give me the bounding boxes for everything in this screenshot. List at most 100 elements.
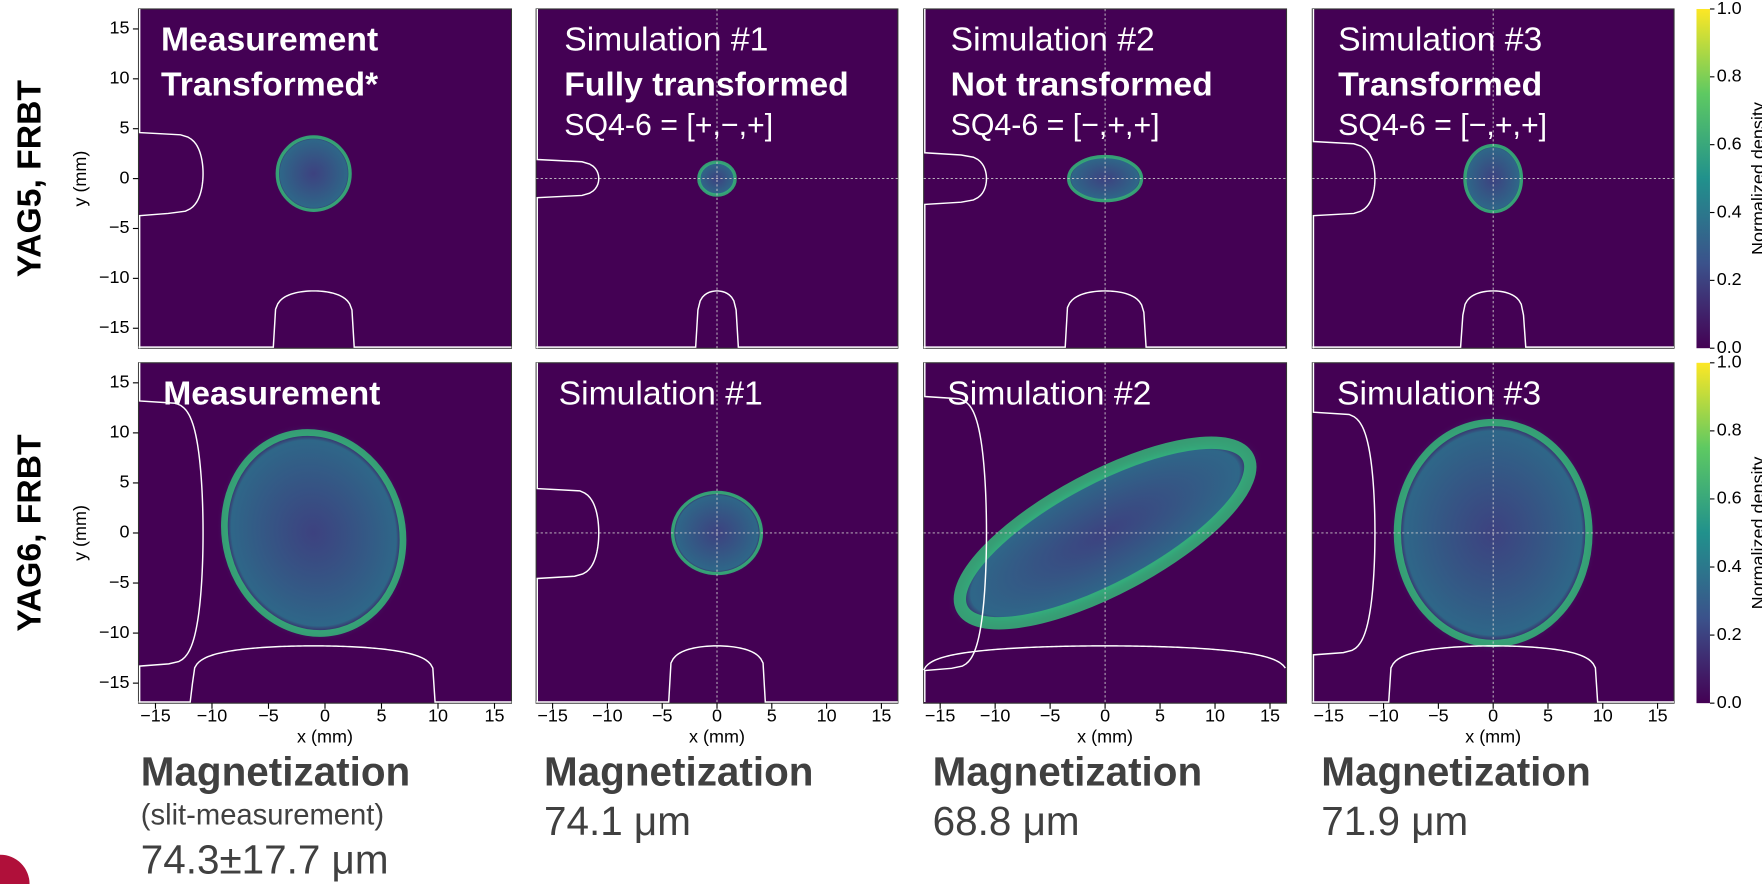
- caption-title: Magnetization: [1321, 749, 1590, 795]
- caption-line: 68.8 μm: [933, 798, 1080, 844]
- colorbar-label: Normalized density: [1748, 102, 1762, 255]
- y-tick-label: −5: [109, 217, 129, 237]
- y-tick-label: 15: [110, 372, 130, 392]
- caption-title: Magnetization: [141, 749, 410, 795]
- x-tick-label: 10: [1205, 705, 1225, 725]
- colorbar-tick-label: 1.0: [1717, 352, 1742, 372]
- colorbar-tick-label: 0.8: [1717, 420, 1742, 440]
- x-tick-label: −10: [980, 705, 1010, 725]
- panel: Measurement Transformed* 15 10 5 0 −5 −10 −15 y (…: [70, 9, 511, 348]
- x-tick-label: 5: [1155, 705, 1165, 725]
- row-label: YAG6, FRBT: [12, 434, 49, 632]
- colorbar-tick-label: 0.2: [1717, 624, 1742, 644]
- x-tick-label: −5: [1040, 705, 1061, 725]
- panel-title: SQ4-6 = [+,−,+]: [564, 109, 773, 142]
- panel-title: Not transformed: [951, 66, 1213, 103]
- panel: Simulation #2 −15 −10 −5 0 5 10 15 x (mm): [922, 363, 1289, 747]
- x-tick-label: −15: [140, 705, 170, 725]
- panel: Measurement −15 −10 −5 0 5 10 15 x (mm) 15 10 5 0 −5 −…: [70, 363, 511, 747]
- y-tick-label: 10: [110, 422, 130, 442]
- y-tick-label: −15: [99, 672, 129, 692]
- y-axis-label: y (mm): [70, 151, 90, 207]
- x-tick-label: −15: [1314, 705, 1344, 725]
- panel: Simulation #2 Not transformed SQ4-6 = [−,+…: [924, 9, 1287, 348]
- colorbar-tick-label: 0.4: [1717, 556, 1742, 576]
- caption-line: 71.9 μm: [1321, 798, 1468, 844]
- x-tick-label: 5: [1543, 705, 1553, 725]
- x-tick-label: −15: [537, 705, 567, 725]
- colorbar: [1696, 9, 1709, 348]
- x-tick-label: 0: [712, 705, 722, 725]
- panel-title: Fully transformed: [564, 66, 849, 103]
- x-tick-label: 15: [871, 705, 891, 725]
- caption-line: 74.3±17.7 μm: [141, 836, 389, 882]
- colorbar-tick-label: 1.0: [1717, 0, 1742, 18]
- x-axis-label: x (mm): [297, 727, 353, 747]
- x-axis-label: x (mm): [689, 727, 745, 747]
- colorbar: [1696, 363, 1709, 703]
- panel-title: Simulation #2: [947, 375, 1151, 412]
- panel: Simulation #3 −15 −10 −5 0 5 10 15 x (mm): [1312, 363, 1674, 747]
- x-tick-label: 0: [1100, 705, 1110, 725]
- x-tick-label: −5: [652, 705, 672, 725]
- caption-line: 74.1 μm: [544, 798, 691, 844]
- panel: Simulation #3 Transformed SQ4-6 = [−,+,+]: [1312, 9, 1674, 348]
- colorbar-tick-label: 0.0: [1717, 692, 1742, 712]
- logo: [0, 855, 30, 884]
- y-tick-label: 10: [110, 68, 130, 88]
- x-tick-label: 5: [376, 705, 386, 725]
- x-tick-label: 15: [1260, 705, 1280, 725]
- y-axis-label: y (mm): [70, 505, 90, 561]
- x-tick-label: 10: [817, 705, 837, 725]
- x-axis-label: x (mm): [1077, 727, 1133, 747]
- panel-title: Measurement: [163, 375, 380, 412]
- caption-title: Magnetization: [544, 749, 813, 795]
- y-tick-label: −5: [109, 572, 129, 592]
- row-label: YAG5, FRBT: [12, 80, 49, 278]
- y-tick-label: −10: [99, 622, 129, 642]
- colorbar-tick-label: 0.4: [1717, 201, 1742, 221]
- y-tick-label: −15: [99, 317, 129, 337]
- panel-title: Measurement: [161, 21, 378, 58]
- x-tick-label: 0: [1488, 705, 1498, 725]
- x-tick-label: −10: [1368, 705, 1398, 725]
- x-tick-label: 15: [1648, 705, 1668, 725]
- panel-title: SQ4-6 = [−,+,+]: [951, 109, 1160, 142]
- y-tick-label: 0: [120, 167, 130, 187]
- x-tick-label: −5: [258, 705, 279, 725]
- colorbar-tick-label: 0.2: [1717, 269, 1742, 289]
- beam-core: [274, 134, 353, 214]
- x-tick-label: 15: [484, 705, 504, 725]
- y-tick-label: 0: [120, 522, 130, 542]
- panel-title: Simulation #2: [951, 21, 1155, 58]
- x-tick-label: −10: [592, 705, 622, 725]
- colorbar-label: Normalized density: [1748, 457, 1762, 610]
- panel-title: Simulation #3: [1337, 375, 1541, 412]
- x-tick-label: −10: [197, 705, 227, 725]
- colorbar-tick-label: 0.6: [1717, 488, 1742, 508]
- y-tick-label: −10: [99, 267, 129, 287]
- caption-title: Magnetization: [933, 749, 1202, 795]
- panel-title: SQ4-6 = [−,+,+]: [1338, 109, 1547, 142]
- caption-line: (slit-measurement): [141, 799, 384, 831]
- x-tick-label: −15: [925, 705, 955, 725]
- x-tick-label: −5: [1428, 705, 1449, 725]
- x-tick-label: 0: [320, 705, 330, 725]
- x-axis-label: x (mm): [1465, 727, 1521, 747]
- panel-title: Transformed: [1338, 66, 1542, 103]
- panel-title: Simulation #1: [559, 375, 763, 412]
- figure: YAG5, FRBT YAG6, FRBT Measurement Transform…: [0, 0, 1762, 884]
- y-tick-label: 15: [110, 18, 130, 38]
- panel-title: Simulation #1: [564, 21, 768, 58]
- panel: Simulation #1 −15 −10 −5 0 5 10 15 x (mm): [536, 363, 898, 747]
- y-tick-label: 5: [120, 117, 130, 137]
- colorbar-tick-label: 0.8: [1717, 66, 1742, 86]
- panel: Simulation #1 Fully transformed SQ4-6 = [+…: [536, 9, 898, 348]
- panel-title: Transformed*: [161, 66, 379, 103]
- x-tick-label: 5: [767, 705, 777, 725]
- x-tick-label: 10: [1593, 705, 1613, 725]
- panel-title: Simulation #3: [1338, 21, 1542, 58]
- colorbar-tick-label: 0.6: [1717, 133, 1742, 153]
- x-tick-label: 10: [428, 705, 448, 725]
- y-tick-label: 5: [120, 472, 130, 492]
